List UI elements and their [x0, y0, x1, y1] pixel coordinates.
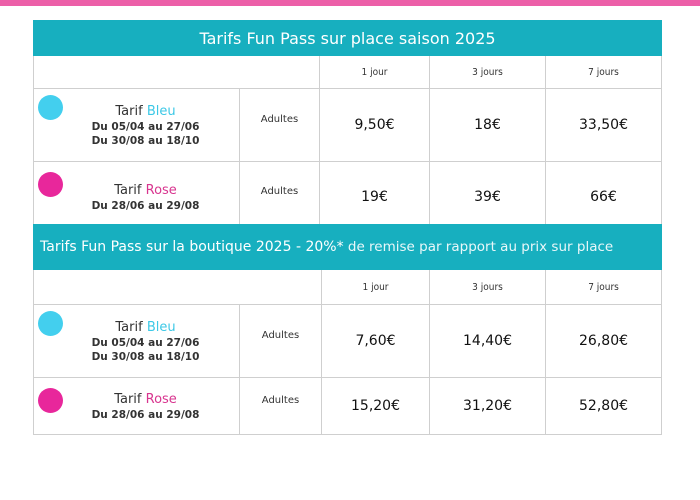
audience-cell: Adultes [239, 88, 320, 162]
price-cell: 7,60€ [321, 304, 430, 378]
tariff-name: Tarif Bleu [115, 319, 176, 335]
price-cell: 18€ [429, 88, 546, 162]
price-cell: 26,80€ [544, 304, 663, 378]
price-cell: 15,20€ [321, 377, 430, 435]
blue-dot-icon [38, 311, 63, 336]
column-header: 3 jours [429, 269, 546, 305]
price-cell: 39€ [429, 161, 546, 233]
title-text: Tarifs Fun Pass sur la boutique 2025 [40, 239, 292, 255]
date-range: Du 28/06 au 29/08 [91, 408, 200, 421]
price-cell: 33,50€ [544, 88, 663, 162]
price-cell: 52,80€ [544, 377, 663, 435]
season-cell: Tarif Rose Du 28/06 au 29/08 [33, 377, 240, 435]
date-range: Du 28/06 au 29/08 [91, 199, 200, 212]
table-title: Tarifs Fun Pass sur la boutique 2025 - 2… [32, 224, 663, 270]
column-header: 3 jours [429, 55, 546, 89]
table-row: Tarif Rose Du 28/06 au 29/08 Adultes 15,… [33, 377, 663, 435]
table-row: Tarif Bleu Du 05/04 au 27/06 Du 30/08 au… [33, 88, 663, 162]
date-range: Du 05/04 au 27/06 [91, 336, 200, 349]
tariff-name: Tarif Rose [114, 182, 177, 198]
audience-cell: Adultes [239, 161, 320, 233]
table-row: Tarif Rose Du 28/06 au 29/08 Adultes 19€… [33, 161, 663, 233]
empty-header-cell [33, 55, 320, 89]
shop-price-table: Tarifs Fun Pass sur la boutique 2025 - 2… [32, 224, 663, 435]
audience-cell: Adultes [239, 377, 322, 435]
discount-text: - 20%* [291, 239, 344, 255]
price-cell: 66€ [544, 161, 663, 233]
tariff-name: Tarif Bleu [115, 103, 176, 119]
table-title: Tarifs Fun Pass sur place saison 2025 [32, 20, 663, 56]
empty-header-cell [33, 269, 322, 305]
onsite-price-table: Tarifs Fun Pass sur place saison 2025 1 … [32, 20, 663, 233]
season-cell: Tarif Bleu Du 05/04 au 27/06 Du 30/08 au… [33, 88, 240, 162]
discount-subtitle: de remise par rapport au prix sur place [343, 239, 614, 255]
column-header: 1 jour [321, 269, 430, 305]
blue-dot-icon [38, 95, 63, 120]
date-range: Du 30/08 au 18/10 [91, 134, 200, 147]
tariff-name: Tarif Rose [114, 391, 177, 407]
price-cell: 31,20€ [429, 377, 546, 435]
price-cell: 9,50€ [319, 88, 430, 162]
table-row: Tarif Bleu Du 05/04 au 27/06 Du 30/08 au… [33, 304, 663, 378]
audience-cell: Adultes [239, 304, 322, 378]
date-range: Du 30/08 au 18/10 [91, 350, 200, 363]
price-cell: 19€ [319, 161, 430, 233]
date-range: Du 05/04 au 27/06 [91, 120, 200, 133]
season-cell: Tarif Rose Du 28/06 au 29/08 [33, 161, 240, 233]
pink-dot-icon [38, 172, 63, 197]
column-header: 7 jours [544, 55, 663, 89]
column-header: 1 jour [319, 55, 430, 89]
price-cell: 14,40€ [429, 304, 546, 378]
column-header: 7 jours [544, 269, 663, 305]
pink-dot-icon [38, 388, 63, 413]
season-cell: Tarif Bleu Du 05/04 au 27/06 Du 30/08 au… [33, 304, 240, 378]
top-accent-bar [0, 0, 700, 6]
